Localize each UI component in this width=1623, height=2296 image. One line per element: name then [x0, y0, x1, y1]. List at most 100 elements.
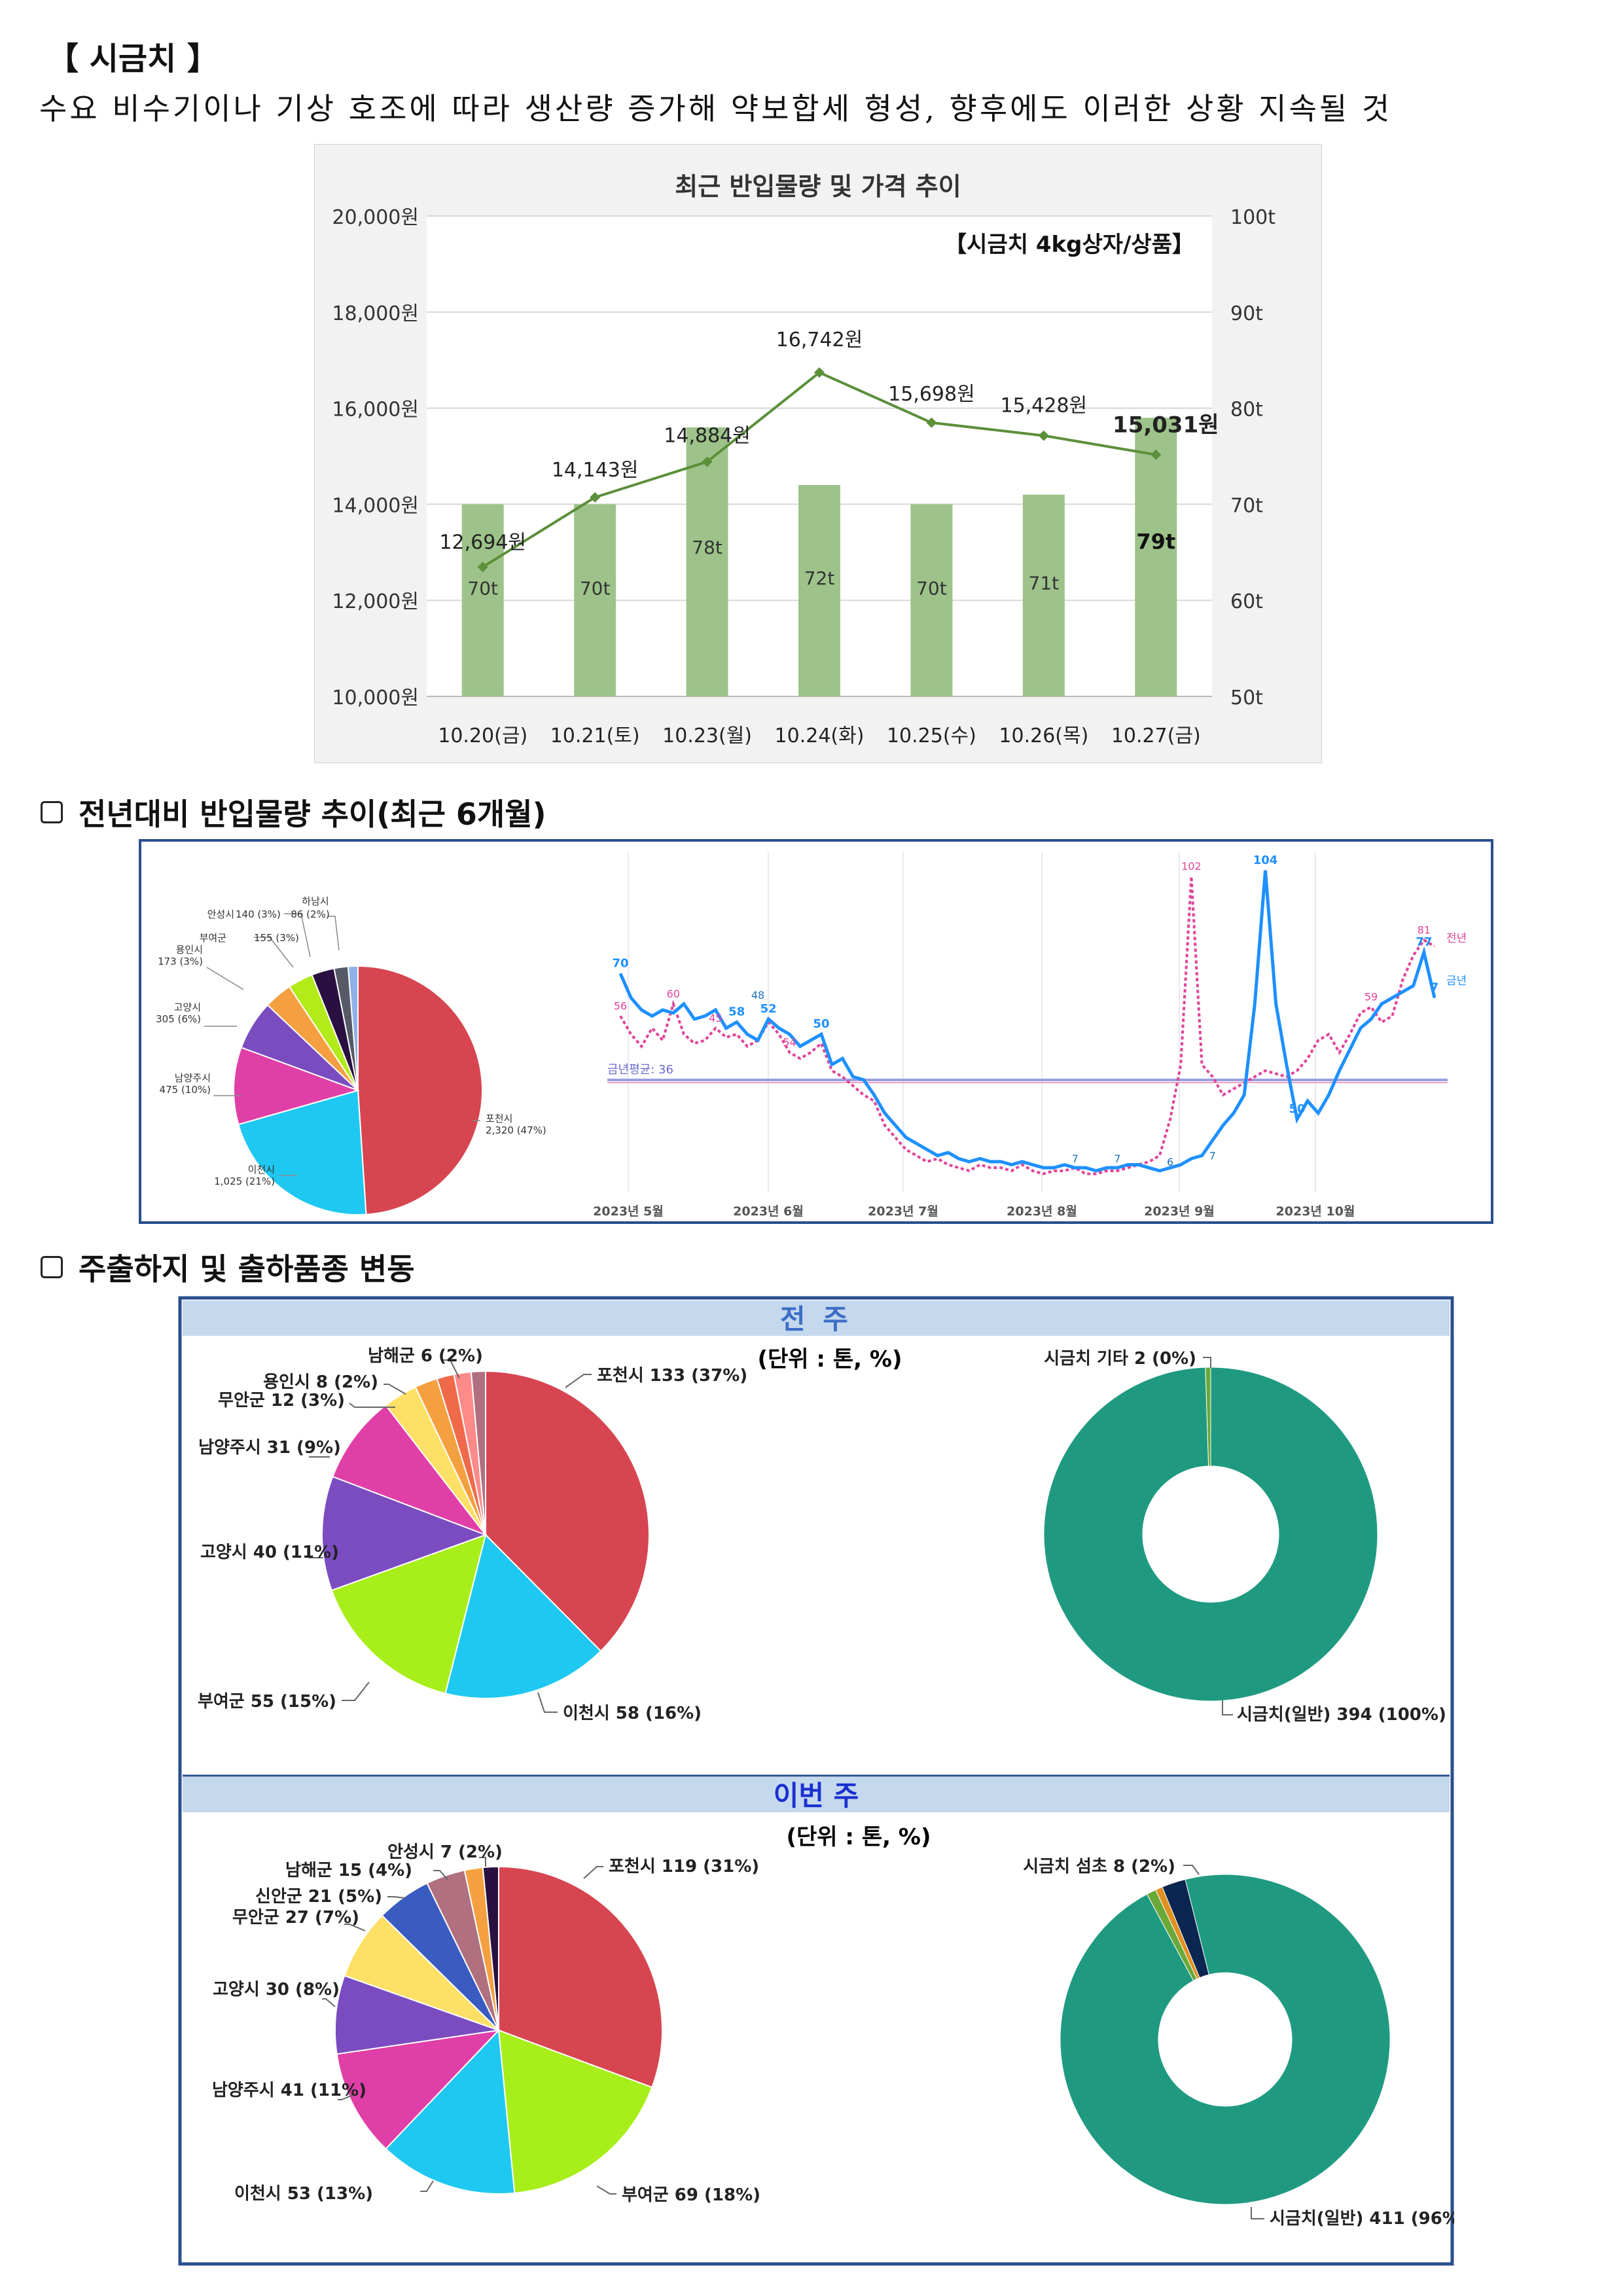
leader-line	[344, 1924, 366, 1931]
volume-bar	[461, 504, 504, 696]
prev-week-variety-labels: 시금치 기타 2 (0%) 시금치(일반) 394 (100%)	[1044, 1349, 1446, 1725]
month-label: 2023년 9월	[1144, 1204, 1215, 1219]
slice-name: 남양주시	[175, 1072, 211, 1084]
volume-bar	[1022, 494, 1065, 696]
x-tick-label: 10.23(월)	[662, 725, 752, 747]
x-tick-label: 10.20(금)	[438, 725, 527, 747]
price-label: 15,031원	[1113, 412, 1219, 439]
last-year-point-label: 81	[1418, 924, 1431, 936]
slice-label: 포천시 133 (37%)	[597, 1366, 747, 1386]
slice-label: 남해군 6 (2%)	[368, 1346, 483, 1366]
month-label: 2023년 10월	[1276, 1204, 1355, 1219]
price-point	[702, 456, 713, 467]
last-year-point-label: 102	[1181, 860, 1202, 872]
right-tick-label: 90t	[1230, 302, 1263, 325]
left-tick-label: 18,000원	[332, 302, 419, 325]
price-label: 12,694원	[439, 531, 526, 554]
this-week-origin-labels: 포천시 119 (31%) 부여군 69 (18%) 이천시 53 (13%) 남양주…	[212, 1842, 760, 2205]
slice-label: 남해군 15 (4%)	[285, 1861, 412, 1880]
volume-bar	[910, 504, 953, 696]
volume-labels: 70t 70t 78t 72t 70t 71t 79t	[467, 529, 1175, 599]
volume-bar	[686, 427, 728, 696]
this-week-title: 이번 주	[774, 1780, 859, 1812]
slice-label: 시금치(일반) 411 (96%)	[1270, 2209, 1454, 2229]
leader-line	[596, 2185, 616, 2195]
right-tick-label: 50t	[1230, 687, 1263, 709]
slice-label: 무안군 27 (7%)	[232, 1908, 359, 1928]
slice-label: 포천시 119 (31%)	[609, 1857, 759, 1876]
price-label: 16,742원	[776, 329, 863, 351]
pie-slice	[385, 2028, 516, 2195]
volume-label: 72t	[804, 567, 835, 589]
this-week-origin-pie	[334, 1865, 663, 2195]
price-point	[814, 367, 825, 378]
slice-label: 부여군 55 (15%)	[198, 1692, 336, 1712]
pie-slice	[1205, 1367, 1211, 1467]
volume-label: 79t	[1136, 529, 1175, 554]
last-year-point-label: 45	[709, 1012, 722, 1024]
left-tick-label: 16,000원	[332, 399, 419, 422]
this-year-point-label: 77	[1416, 935, 1432, 949]
legend-this-year: 금년	[1446, 975, 1467, 988]
pie-slice	[1043, 1367, 1378, 1702]
section-origin-heading: 주출하지 및 출하품종 변동	[41, 1246, 415, 1289]
pie-slice	[238, 1089, 367, 1215]
pie-slice	[1060, 1874, 1391, 2205]
price-point	[1150, 449, 1162, 460]
slice-label: 시금치 섬초 8 (2%)	[1023, 1857, 1175, 1876]
pie-slice	[444, 1534, 602, 1699]
pie-slice	[336, 2029, 501, 2150]
avg-label: 금년평균: 36	[607, 1063, 673, 1077]
leader-line	[1203, 1357, 1211, 1368]
pie-slice	[344, 1914, 499, 2031]
leader-line	[383, 1384, 406, 1395]
left-tick-label: 20,000원	[332, 206, 419, 229]
left-tick-label: 10,000원	[332, 687, 419, 709]
trend-x-labels: 2023년 5월 2023년 6월 2023년 7월 2023년 8월 2023년 9월…	[593, 1204, 1355, 1219]
this-year-line	[618, 870, 1436, 1173]
slice-label: 용인시 8 (2%)	[263, 1372, 378, 1392]
month-label: 2023년 7월	[868, 1204, 938, 1219]
volume-label: 71t	[1029, 573, 1060, 594]
section-origin-title: 주출하지 및 출하품종 변동	[79, 1251, 415, 1287]
section-inflow-heading: 전년대비 반입물량 추이(최근 6개월)	[41, 791, 546, 834]
price-label: 15,698원	[888, 383, 975, 406]
page-subtitle: 수요 비수기이나 기상 호조에 따라 생산량 증가해 약보합세 형성, 향후에도…	[39, 91, 1393, 126]
pie-slice	[498, 1865, 663, 2089]
price-label: 15,428원	[1001, 395, 1088, 418]
x-tick-label: 10.24(화)	[775, 725, 865, 747]
prev-week-unit: (단위 : 톤, %)	[757, 1346, 902, 1372]
slice-name: 고양시	[174, 1001, 201, 1013]
volume-bar	[798, 485, 840, 696]
slice-label: 시금치(일반) 394 (100%)	[1237, 1705, 1446, 1725]
price-label: 14,143원	[552, 459, 639, 482]
pie-slice	[482, 1865, 499, 2031]
leader-line	[206, 967, 244, 990]
price-points	[477, 367, 1162, 573]
slice-label: 무안군 12 (3%)	[218, 1391, 345, 1410]
prev-week-title: 전 주	[780, 1303, 852, 1335]
x-tick-label: 10.21(토)	[550, 725, 640, 747]
slice-value: 305 (6%)	[156, 1013, 201, 1025]
slice-value: 155 (3%)	[254, 932, 299, 944]
trend-misc-label: 7	[1114, 1153, 1120, 1165]
right-tick-label: 100t	[1230, 206, 1275, 229]
trend-misc-label: 6	[1167, 1156, 1173, 1168]
slice-label: 남양주시 41 (11%)	[212, 2081, 366, 2100]
prev-week-origin-pie	[321, 1370, 650, 1699]
slice-name: 용인시	[176, 944, 203, 956]
x-axis-labels: 10.20(금) 10.21(토) 10.23(월) 10.24(화) 10.25(수)…	[438, 725, 1200, 747]
volume-bar	[1135, 418, 1177, 696]
leader-line	[322, 1998, 336, 2007]
volume-label: 70t	[580, 577, 611, 599]
legend-last-year: 전년	[1446, 932, 1467, 945]
last-year-point-label: 60	[667, 988, 680, 1000]
leader-line	[327, 916, 340, 951]
slice-name: 안성시	[207, 908, 234, 920]
slice-label: 신안군 21 (5%)	[255, 1887, 382, 1907]
origin-pie-6m	[233, 965, 483, 1215]
slice-name: 이천시	[248, 1164, 275, 1175]
prev-week-variety-donut	[1043, 1367, 1378, 1702]
trend-misc-label: 7	[1209, 1150, 1216, 1162]
